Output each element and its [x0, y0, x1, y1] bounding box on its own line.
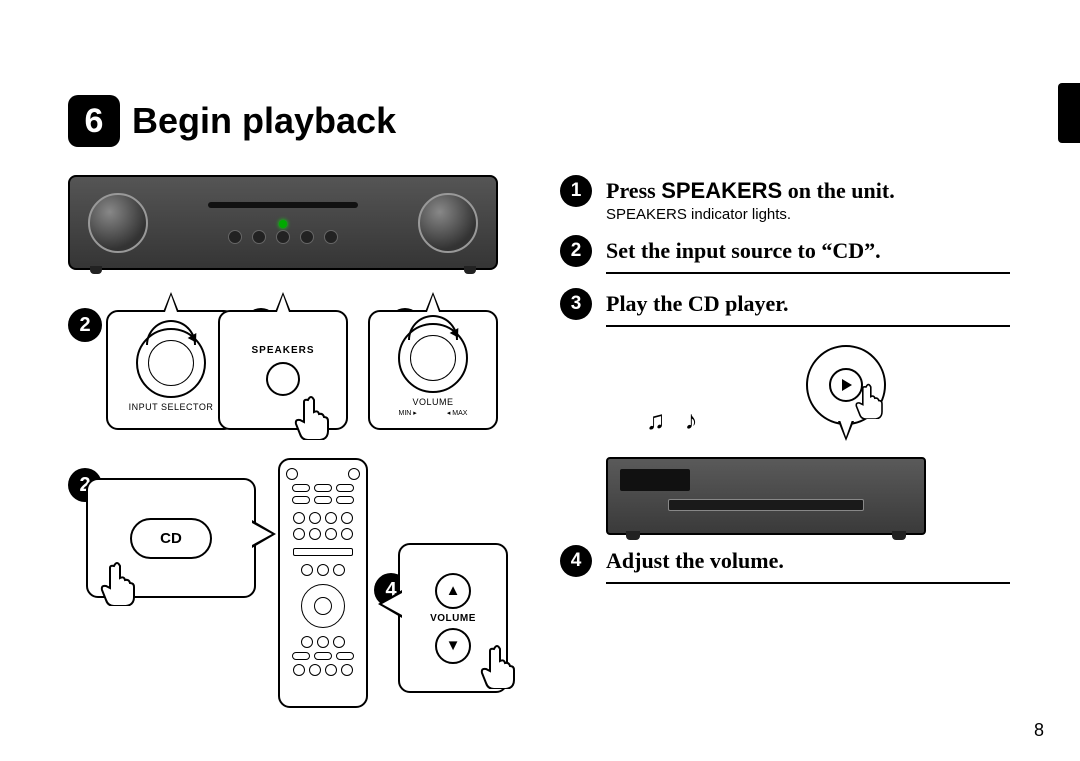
remote-control: [278, 458, 368, 708]
step-1-badge: 1: [560, 175, 592, 207]
cd-player-foot: [892, 531, 906, 540]
page-number: 8: [1034, 720, 1044, 741]
step-1: 1 Press SPEAKERS on the unit. SPEAKERS i…: [560, 175, 1010, 229]
speakers-callout: SPEAKERS: [218, 310, 348, 430]
hand-pointer-icon: [288, 390, 338, 440]
step-divider: [606, 325, 1010, 327]
cd-button-callout: CD: [86, 478, 256, 598]
input-selector-label: INPUT SELECTOR: [129, 402, 214, 412]
cd-button-label: CD: [130, 518, 212, 559]
step-2: 2 Set the input source to “CD”.: [560, 235, 1010, 274]
step-4-badge: 4: [560, 545, 592, 577]
volume-label: VOLUME: [430, 613, 476, 624]
amp-small-button: [324, 230, 338, 244]
input-selector-callout: INPUT SELECTOR: [106, 310, 236, 430]
amp-callout-row: 2 INPUT SELECTOR 1 SPEAKERS 4 VO: [68, 278, 498, 438]
amp-small-button: [300, 230, 314, 244]
play-button-bubble: [806, 345, 886, 425]
step-3-title: Play the CD player.: [606, 291, 1010, 317]
volume-max-label: ◂ MAX: [447, 409, 468, 417]
section-number-badge: 6: [68, 95, 120, 147]
input-selector-knob: [88, 193, 148, 253]
speakers-label: SPEAKERS: [251, 345, 314, 356]
volume-callout: VOLUME MIN ▸ ◂ MAX: [368, 310, 498, 430]
music-notes-icon: ♫ ♪: [646, 405, 704, 436]
amp-foot: [90, 266, 102, 274]
volume-down-icon: ▼: [435, 628, 471, 664]
cd-tray: [668, 499, 864, 511]
step-1-subtitle: SPEAKERS indicator lights.: [606, 206, 1010, 223]
step-2-title: Set the input source to “CD”.: [606, 238, 1010, 264]
volume-min-label: MIN ▸: [399, 409, 417, 417]
illustration-column: 2 INPUT SELECTOR 1 SPEAKERS 4 VO: [68, 175, 498, 718]
step-3-badge: 3: [560, 288, 592, 320]
cd-player-foot: [626, 531, 640, 540]
volume-knob: [418, 193, 478, 253]
cd-player-illustration: ♫ ♪: [606, 345, 926, 535]
hand-pointer-icon: [850, 379, 890, 419]
section-header: 6 Begin playback: [68, 95, 396, 147]
display-slot: [208, 202, 358, 208]
amplifier-panel: [68, 175, 498, 270]
amp-small-button: [276, 230, 290, 244]
indicator-led: [279, 220, 287, 228]
cd-player-unit: [606, 457, 926, 535]
step-4-title: Adjust the volume.: [606, 548, 1010, 574]
step-1-title: Press SPEAKERS on the unit.: [606, 178, 1010, 204]
volume-buttons-callout: ▲ VOLUME ▼: [398, 543, 508, 693]
dial-icon: [136, 328, 206, 398]
hand-pointer-icon: [94, 556, 144, 606]
remote-callout-row: 2 CD 4 ▲ VOLUME: [68, 458, 498, 718]
volume-up-icon: ▲: [435, 573, 471, 609]
step-4: 4 Adjust the volume.: [560, 545, 1010, 584]
side-tab-marker: [1058, 83, 1080, 143]
section-title: Begin playback: [132, 100, 396, 142]
step-2-badge: 2: [560, 235, 592, 267]
amp-small-button: [228, 230, 242, 244]
step-divider: [606, 272, 1010, 274]
hand-pointer-icon: [474, 639, 524, 689]
dial-icon: [398, 323, 468, 393]
amp-foot: [464, 266, 476, 274]
callout-badge-2: 2: [68, 308, 102, 342]
volume-label: VOLUME: [412, 397, 453, 407]
step-3: 3 Play the CD player.: [560, 288, 1010, 327]
amp-small-button: [252, 230, 266, 244]
step-divider: [606, 582, 1010, 584]
steps-column: 1 Press SPEAKERS on the unit. SPEAKERS i…: [560, 175, 1010, 590]
